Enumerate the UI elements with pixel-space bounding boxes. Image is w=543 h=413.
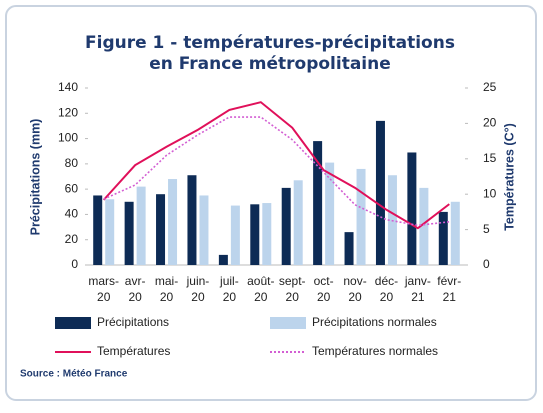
y2-tick-label: 10 — [483, 186, 497, 200]
bar — [136, 186, 146, 265]
x-tick-label-part: sept- — [279, 274, 306, 288]
x-tick-label: nov- 20 — [343, 274, 366, 304]
x-tick-label-part: 20 — [97, 290, 111, 304]
legend-label: Températures — [97, 344, 170, 358]
bar — [356, 168, 366, 265]
x-tick-label-part: oct- — [314, 274, 334, 288]
x-tick-label-part: 20 — [160, 290, 174, 304]
y-tick-label: 60 — [65, 181, 79, 195]
x-tick-label-part: mai- — [155, 274, 178, 288]
chart-title: Figure 1 - températures-précipitations — [85, 33, 455, 53]
y-tick-label: 40 — [65, 207, 79, 221]
bar — [293, 180, 303, 265]
x-tick-label-part: 21 — [443, 290, 457, 304]
line — [102, 101, 450, 230]
x-tick-label: oct- 20 — [314, 274, 334, 304]
y2-tick-label: 0 — [483, 257, 490, 271]
x-tick-label: déc- 20 — [375, 274, 398, 304]
x-tick-label-part: 20 — [380, 290, 394, 304]
y-tick-label: 100 — [58, 131, 78, 145]
bar — [199, 195, 209, 265]
bar — [187, 175, 197, 265]
x-tick-label: mai- 20 — [155, 274, 178, 304]
x-tick-label: avr- 20 — [125, 274, 146, 304]
x-tick-label-part: avr- — [125, 274, 146, 288]
x-tick-label-part: févr- — [437, 274, 461, 288]
x-tick-label-part: 20 — [286, 290, 300, 304]
x-tick-label: juil- 20 — [219, 274, 239, 304]
x-tick-label-part: 20 — [223, 290, 237, 304]
legend-label: Précipitations — [97, 315, 169, 329]
bar — [344, 232, 354, 265]
x-tick-label-part: août- — [247, 274, 274, 288]
y2-tick-label: 25 — [483, 80, 497, 94]
x-tick-label: sept- 20 — [279, 274, 306, 304]
x-tick-label-part: juil- — [219, 274, 239, 288]
x-tick-label-part: 20 — [317, 290, 331, 304]
x-tick-label: août- 20 — [247, 274, 274, 304]
source: Source : Météo France — [20, 369, 128, 380]
x-tick-label-part: 20 — [128, 290, 142, 304]
x-tick-label-part: 20 — [254, 290, 268, 304]
bar — [218, 254, 228, 265]
y-tick-label: 140 — [58, 80, 78, 94]
x-tick-label-part: 21 — [411, 290, 425, 304]
x-tick-label-part: mars- — [88, 274, 119, 288]
legend-label: Précipitations normales — [312, 315, 437, 329]
bar — [325, 162, 335, 265]
bar — [105, 199, 115, 265]
x-tick-label: janv- 21 — [404, 274, 431, 304]
y2-axis-label: Températures (C°) — [502, 123, 516, 231]
legend-swatch — [55, 317, 91, 329]
bar — [281, 187, 291, 265]
x-tick-label-part: janv- — [404, 274, 431, 288]
y2-tick-label: 20 — [483, 116, 497, 130]
legend-label: Températures normales — [312, 344, 438, 358]
x-tick-label: juin- 20 — [186, 274, 210, 304]
bar — [375, 120, 385, 265]
chart-title: en France métropolitaine — [149, 54, 391, 74]
bar — [168, 179, 178, 265]
y-tick-label: 80 — [65, 156, 79, 170]
x-tick-label-part: juin- — [186, 274, 210, 288]
x-tick-label-part: 20 — [348, 290, 362, 304]
bar — [124, 201, 134, 265]
bar — [419, 187, 429, 265]
x-tick-label-part: 20 — [191, 290, 205, 304]
bar — [250, 204, 260, 265]
y2-tick-label: 15 — [483, 151, 497, 165]
y2-tick-label: 5 — [483, 222, 490, 236]
frame — [5, 5, 537, 401]
legend-swatch — [270, 317, 306, 329]
x-tick-label: mars- 20 — [88, 274, 119, 304]
x-tick-label: févr- 21 — [437, 274, 461, 304]
y-tick-label: 0 — [71, 257, 78, 271]
y-tick-label: 20 — [65, 232, 79, 246]
bar — [156, 194, 166, 265]
bar — [313, 141, 323, 265]
y-tick-label: 120 — [58, 105, 78, 119]
y-axis-label: Précipitations (mm) — [28, 119, 42, 236]
bar — [438, 211, 448, 265]
x-tick-label-part: déc- — [375, 274, 398, 288]
bar — [407, 152, 417, 265]
x-tick-label-part: nov- — [343, 274, 366, 288]
bar — [93, 195, 103, 265]
bar — [262, 203, 272, 265]
line — [103, 116, 450, 227]
bar — [450, 201, 460, 265]
bar — [230, 205, 240, 265]
